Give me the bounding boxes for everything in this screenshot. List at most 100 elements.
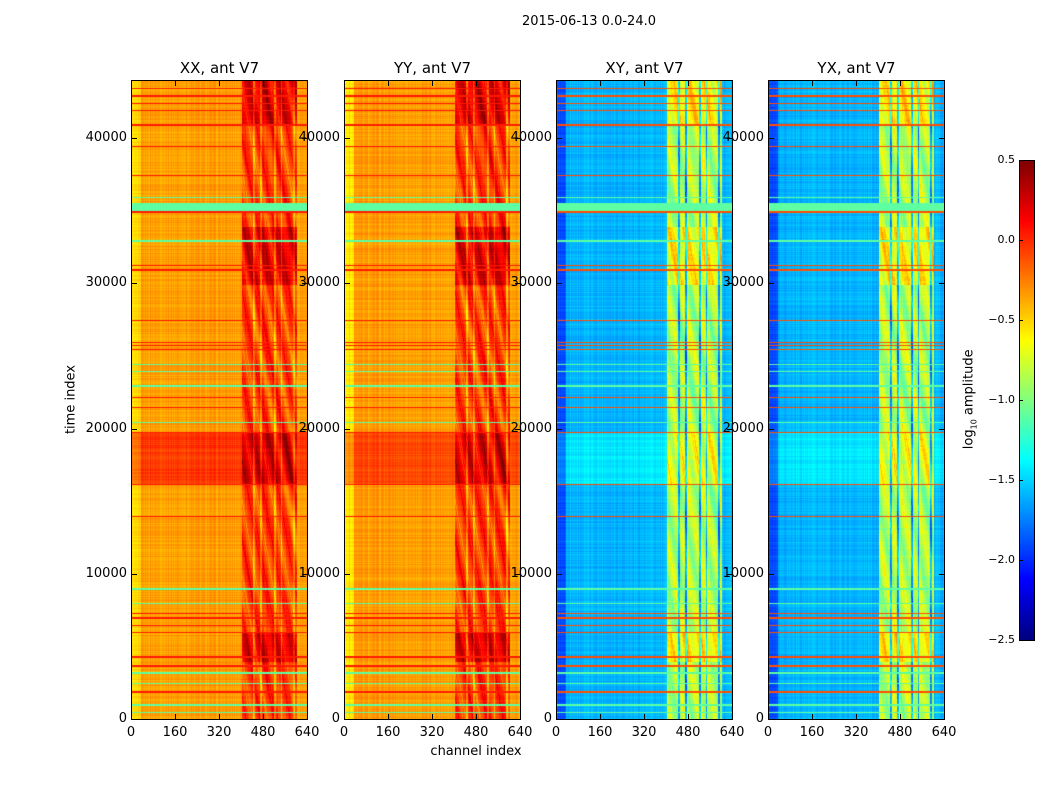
heatmap-panel-yy: [344, 80, 521, 720]
x-tick: [520, 80, 521, 86]
y-tick-label: 0: [755, 711, 764, 726]
x-tick-label: 320: [631, 725, 657, 740]
x-tick: [131, 80, 132, 86]
y-tick-label: 0: [543, 711, 552, 726]
y-tick-label: 10000: [85, 565, 127, 581]
x-tick: [520, 714, 521, 720]
y-tick: [556, 428, 562, 430]
panel-title: YX, ant V7: [817, 59, 896, 77]
x-tick: [944, 80, 945, 86]
y-tick-label: 20000: [85, 420, 127, 436]
x-tick: [388, 714, 389, 720]
x-tick-label: 320: [206, 725, 232, 740]
y-tick: [344, 283, 350, 285]
colorbar-tick-label: −1.0: [988, 393, 1015, 406]
y-tick: [727, 428, 733, 430]
x-tick: [644, 80, 645, 86]
x-tick-label: 480: [250, 725, 276, 740]
colorbar-tick: [1019, 160, 1023, 161]
heatmap-image: [557, 81, 732, 719]
x-tick: [388, 80, 389, 86]
colorbar-tick: [1019, 320, 1023, 321]
x-tick: [600, 80, 601, 86]
y-tick-label: 40000: [722, 130, 764, 146]
y-tick-label: 30000: [722, 275, 764, 291]
colorbar-label-sub: 10: [969, 419, 979, 430]
panel-title: YY, ant V7: [393, 59, 471, 77]
y-tick: [768, 138, 774, 140]
x-tick-label: 160: [162, 725, 188, 740]
y-tick: [939, 138, 945, 140]
y-tick: [515, 719, 521, 720]
figure-title: 2015-06-13 0.0-24.0: [522, 14, 656, 29]
colorbar-tick: [1019, 400, 1023, 401]
y-tick: [302, 428, 308, 430]
x-tick: [856, 714, 857, 720]
colorbar-tick: [1019, 640, 1023, 641]
x-tick: [432, 714, 433, 720]
colorbar-tick-label: −2.0: [988, 553, 1015, 566]
y-tick: [727, 283, 733, 285]
x-tick-label: 320: [419, 725, 445, 740]
y-tick: [344, 428, 350, 430]
colorbar-tick: [1019, 480, 1023, 481]
colorbar-tick: [1019, 240, 1023, 241]
y-tick-label: 30000: [85, 275, 127, 291]
heatmap-image: [345, 81, 520, 719]
x-tick-label: 640: [931, 725, 957, 740]
y-tick: [515, 573, 521, 575]
y-tick: [131, 428, 137, 430]
x-tick-label: 0: [126, 725, 136, 740]
x-tick-label: 0: [763, 725, 773, 740]
y-tick-label: 0: [118, 711, 127, 726]
x-tick: [600, 714, 601, 720]
y-tick: [302, 138, 308, 140]
colorbar-label-log: log: [961, 429, 977, 450]
y-tick: [727, 138, 733, 140]
x-tick: [175, 80, 176, 86]
x-tick-label: 160: [587, 725, 613, 740]
colorbar-tick-label: 0.0: [997, 233, 1016, 246]
x-tick: [476, 714, 477, 720]
y-tick-label: 40000: [85, 130, 127, 146]
y-tick: [939, 428, 945, 430]
x-tick: [263, 714, 264, 720]
y-tick: [556, 573, 562, 575]
y-tick-label: 10000: [510, 565, 552, 581]
panel-title: XX, ant V7: [179, 59, 260, 77]
x-tick: [263, 80, 264, 86]
y-tick-label: 10000: [298, 565, 340, 581]
x-tick-label: 480: [887, 725, 913, 740]
x-tick-label: 480: [463, 725, 489, 740]
y-tick: [515, 283, 521, 285]
y-tick: [302, 719, 308, 720]
x-tick: [856, 80, 857, 86]
x-tick: [307, 714, 308, 720]
y-tick-label: 40000: [298, 130, 340, 146]
heatmap-image: [769, 81, 944, 719]
y-tick: [344, 138, 350, 140]
x-tick-label: 160: [375, 725, 401, 740]
x-tick: [688, 80, 689, 86]
x-tick: [219, 80, 220, 86]
colorbar-tick-label: −2.5: [988, 633, 1015, 646]
y-tick: [344, 573, 350, 575]
colorbar-tick: [1019, 560, 1023, 561]
y-tick: [556, 719, 562, 720]
x-tick-label: 0: [339, 725, 349, 740]
x-tick-label: 640: [719, 725, 745, 740]
x-tick-label: 320: [843, 725, 869, 740]
heatmap-image: [132, 81, 307, 719]
x-tick-label: 0: [551, 725, 561, 740]
x-tick: [732, 80, 733, 86]
y-tick-label: 20000: [722, 420, 764, 436]
x-tick: [175, 714, 176, 720]
y-tick-label: 0: [331, 711, 340, 726]
x-tick: [307, 80, 308, 86]
x-tick: [556, 714, 557, 720]
y-tick: [515, 428, 521, 430]
y-tick: [556, 138, 562, 140]
heatmap-panel-xy: [556, 80, 733, 720]
y-tick: [344, 719, 350, 720]
y-tick: [768, 428, 774, 430]
